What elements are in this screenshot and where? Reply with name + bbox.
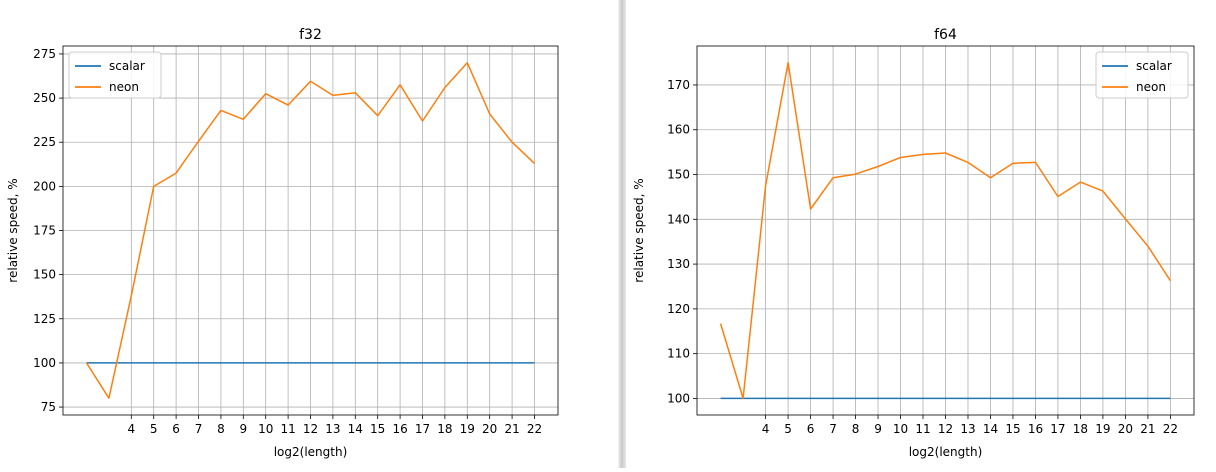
x-tick-label: 11 [915, 422, 930, 436]
chart-panel-f32: 4 5 6 7 8 9 10 11 12 13 14 15 16 17 18 19 20 21 22 75 100 125… [6, 27, 559, 459]
legend-label-scalar: scalar [109, 59, 145, 73]
x-tick-label: 6 [807, 422, 815, 436]
x-tick-label: 19 [460, 422, 475, 436]
legend-label-neon: neon [109, 80, 139, 94]
x-tick-label: 21 [504, 422, 519, 436]
window-divider[interactable] [618, 0, 626, 468]
x-tick-label: 10 [893, 422, 908, 436]
chart-title: f64 [934, 27, 957, 43]
x-tick-label: 13 [325, 422, 340, 436]
x-tick-label: 14 [348, 422, 363, 436]
x-tick-label: 16 [1028, 422, 1043, 436]
y-tick-label: 170 [667, 78, 690, 92]
y-tick-label: 100 [33, 356, 56, 370]
x-tick-label: 7 [829, 422, 837, 436]
x-tick-label: 10 [258, 422, 273, 436]
legend: scalar neon [1095, 51, 1189, 99]
x-tick-label: 15 [1005, 422, 1020, 436]
x-tick-label: 11 [280, 422, 295, 436]
y-tick-label: 75 [41, 400, 56, 414]
y-tick-label: 150 [667, 168, 690, 182]
x-tick-label: 17 [1050, 422, 1065, 436]
x-tick-label: 4 [762, 422, 770, 436]
chart-title: f32 [299, 27, 322, 43]
x-tick-label: 5 [784, 422, 792, 436]
series-line-neon [719, 61, 1172, 400]
y-tick-label: 250 [33, 91, 56, 105]
x-tick-label: 5 [150, 422, 158, 436]
x-tick-label: 4 [127, 422, 135, 436]
x-tick-label: 19 [1095, 422, 1110, 436]
y-tick-label: 275 [33, 47, 56, 61]
y-axis-label: relative speed, % [632, 178, 646, 282]
x-tick-label: 20 [1118, 422, 1133, 436]
x-tick-label: 16 [392, 422, 407, 436]
x-tick-label: 12 [938, 422, 953, 436]
y-tick-label: 160 [667, 123, 690, 137]
y-tick-label: 130 [667, 257, 690, 271]
chart-f64: 4 5 6 7 8 9 10 11 12 13 14 15 16 17 18 19 20 21 22 100 110 12… [632, 27, 1195, 459]
x-tick-label: 9 [874, 422, 882, 436]
x-tick-label: 22 [527, 422, 542, 436]
x-tick-label: 12 [303, 422, 318, 436]
x-tick-label: 18 [1073, 422, 1088, 436]
y-tick-label: 150 [33, 268, 56, 282]
y-tick-label: 175 [33, 224, 56, 238]
x-tick-label: 18 [437, 422, 452, 436]
x-tick-label: 14 [983, 422, 998, 436]
chart-panel-f64: 4 5 6 7 8 9 10 11 12 13 14 15 16 17 18 19 20 21 22 100 110 12… [626, 0, 1216, 468]
x-tick-label: 13 [960, 422, 975, 436]
x-tick-label: 6 [172, 422, 180, 436]
chart-f32: 4 5 6 7 8 9 10 11 12 13 14 15 16 17 18 19 20 21 22 75 100 125… [6, 27, 559, 459]
y-tick-label: 225 [33, 135, 56, 149]
y-tick-label: 120 [667, 302, 690, 316]
x-tick-label: 7 [195, 422, 203, 436]
y-tick-label: 110 [667, 347, 690, 361]
legend: scalar neon [68, 51, 162, 99]
x-tick-label: 21 [1140, 422, 1155, 436]
series-line-neon [85, 62, 536, 399]
y-axis-label: relative speed, % [6, 178, 20, 282]
x-tick-label: 15 [370, 422, 385, 436]
x-tick-label: 22 [1163, 422, 1178, 436]
x-tick-label: 8 [217, 422, 225, 436]
x-axis-label: log2(length) [274, 445, 348, 459]
x-tick-label: 8 [852, 422, 860, 436]
y-tick-label: 200 [33, 179, 56, 193]
x-tick-label: 20 [482, 422, 497, 436]
y-tick-label: 125 [33, 312, 56, 326]
x-tick-label: 9 [239, 422, 247, 436]
legend-label-scalar: scalar [1136, 59, 1172, 73]
x-tick-label: 17 [415, 422, 430, 436]
y-tick-label: 140 [667, 212, 690, 226]
y-tick-label: 100 [667, 391, 690, 405]
x-axis-label: log2(length) [909, 445, 983, 459]
legend-label-neon: neon [1136, 80, 1166, 94]
